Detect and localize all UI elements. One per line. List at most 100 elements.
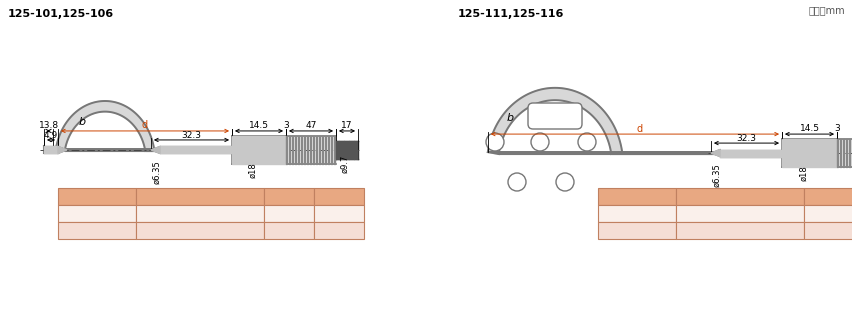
Bar bbox=[597, 188, 675, 205]
Text: 125-111: 125-111 bbox=[614, 208, 659, 218]
Text: b: b bbox=[78, 117, 85, 127]
Text: b: b bbox=[285, 192, 291, 202]
Polygon shape bbox=[487, 88, 621, 154]
Bar bbox=[314, 188, 364, 205]
Bar bbox=[803, 188, 852, 205]
Text: b: b bbox=[825, 192, 832, 202]
Bar bbox=[675, 188, 803, 205]
Polygon shape bbox=[845, 139, 847, 167]
Bar bbox=[597, 222, 675, 239]
Text: 75 - 100mm: 75 - 100mm bbox=[710, 226, 769, 236]
Text: 3: 3 bbox=[283, 121, 289, 130]
Text: 货号: 货号 bbox=[91, 192, 103, 202]
Polygon shape bbox=[313, 136, 314, 164]
Polygon shape bbox=[334, 136, 335, 164]
Text: b: b bbox=[506, 113, 513, 123]
Polygon shape bbox=[336, 141, 337, 159]
Text: d: d bbox=[636, 124, 642, 134]
Polygon shape bbox=[145, 149, 257, 151]
Text: 37.2: 37.2 bbox=[328, 208, 349, 218]
Text: 32.3: 32.3 bbox=[735, 134, 756, 143]
Polygon shape bbox=[338, 141, 339, 159]
Polygon shape bbox=[295, 136, 296, 164]
Text: 13.8: 13.8 bbox=[39, 121, 60, 130]
Polygon shape bbox=[315, 136, 317, 164]
Polygon shape bbox=[160, 146, 232, 154]
Polygon shape bbox=[285, 136, 287, 164]
Circle shape bbox=[556, 173, 573, 191]
Text: 125-101: 125-101 bbox=[75, 208, 119, 218]
Polygon shape bbox=[331, 136, 332, 164]
Text: 32.3: 32.3 bbox=[181, 131, 201, 140]
Polygon shape bbox=[151, 146, 160, 154]
Polygon shape bbox=[232, 136, 285, 164]
Polygon shape bbox=[355, 141, 357, 159]
Polygon shape bbox=[328, 136, 329, 164]
Bar bbox=[263, 222, 314, 239]
Text: 14.5: 14.5 bbox=[249, 121, 268, 130]
Polygon shape bbox=[839, 139, 841, 167]
Polygon shape bbox=[56, 101, 154, 151]
Text: d: d bbox=[141, 120, 148, 130]
Polygon shape bbox=[289, 136, 291, 164]
Polygon shape bbox=[297, 136, 299, 164]
Polygon shape bbox=[836, 139, 838, 167]
Text: ø18: ø18 bbox=[248, 162, 257, 178]
Text: 单位：mm: 单位：mm bbox=[808, 5, 844, 15]
Bar bbox=[135, 205, 263, 222]
Text: 14.5: 14.5 bbox=[798, 124, 819, 133]
Polygon shape bbox=[711, 149, 719, 157]
Polygon shape bbox=[848, 139, 849, 167]
Text: 17: 17 bbox=[341, 121, 353, 130]
Text: ø6.35: ø6.35 bbox=[711, 163, 721, 187]
Bar bbox=[803, 205, 852, 222]
Text: 50 - 75mm: 50 - 75mm bbox=[712, 208, 766, 218]
Polygon shape bbox=[56, 149, 257, 151]
Polygon shape bbox=[487, 152, 809, 154]
Text: 4.9: 4.9 bbox=[43, 131, 58, 140]
Bar bbox=[675, 205, 803, 222]
Polygon shape bbox=[291, 136, 293, 164]
Polygon shape bbox=[781, 139, 836, 167]
Polygon shape bbox=[325, 136, 326, 164]
Polygon shape bbox=[343, 141, 344, 159]
Text: d: d bbox=[336, 192, 342, 202]
Polygon shape bbox=[350, 141, 352, 159]
Text: 47: 47 bbox=[305, 121, 316, 130]
Polygon shape bbox=[353, 141, 354, 159]
Circle shape bbox=[578, 133, 596, 151]
Text: 63: 63 bbox=[822, 226, 834, 236]
Polygon shape bbox=[319, 136, 320, 164]
Bar bbox=[803, 222, 852, 239]
Text: 32: 32 bbox=[283, 226, 295, 236]
Text: ø9.7: ø9.7 bbox=[340, 155, 349, 173]
Bar bbox=[597, 205, 675, 222]
Polygon shape bbox=[719, 149, 781, 157]
Bar bbox=[675, 222, 803, 239]
FancyBboxPatch shape bbox=[527, 103, 581, 129]
Bar bbox=[58, 188, 135, 205]
Bar bbox=[314, 222, 364, 239]
Text: 3: 3 bbox=[833, 124, 839, 133]
Text: 测量范围: 测量范围 bbox=[728, 192, 751, 202]
Text: ø18: ø18 bbox=[798, 165, 807, 181]
Bar bbox=[263, 205, 314, 222]
Polygon shape bbox=[348, 141, 349, 159]
Polygon shape bbox=[307, 136, 308, 164]
Text: 25: 25 bbox=[282, 208, 295, 218]
Polygon shape bbox=[611, 152, 809, 154]
Polygon shape bbox=[301, 136, 302, 164]
Text: 货号: 货号 bbox=[630, 192, 642, 202]
Text: 49: 49 bbox=[822, 208, 834, 218]
Text: 25 - 50mm: 25 - 50mm bbox=[173, 226, 227, 236]
Text: ø6.35: ø6.35 bbox=[153, 160, 161, 184]
Text: 125-116: 125-116 bbox=[614, 226, 659, 236]
Bar bbox=[135, 188, 263, 205]
Bar bbox=[314, 205, 364, 222]
Bar bbox=[263, 188, 314, 205]
Text: 测量范围: 测量范围 bbox=[188, 192, 211, 202]
Bar bbox=[58, 222, 135, 239]
Polygon shape bbox=[321, 136, 323, 164]
Circle shape bbox=[531, 133, 549, 151]
Bar bbox=[135, 222, 263, 239]
